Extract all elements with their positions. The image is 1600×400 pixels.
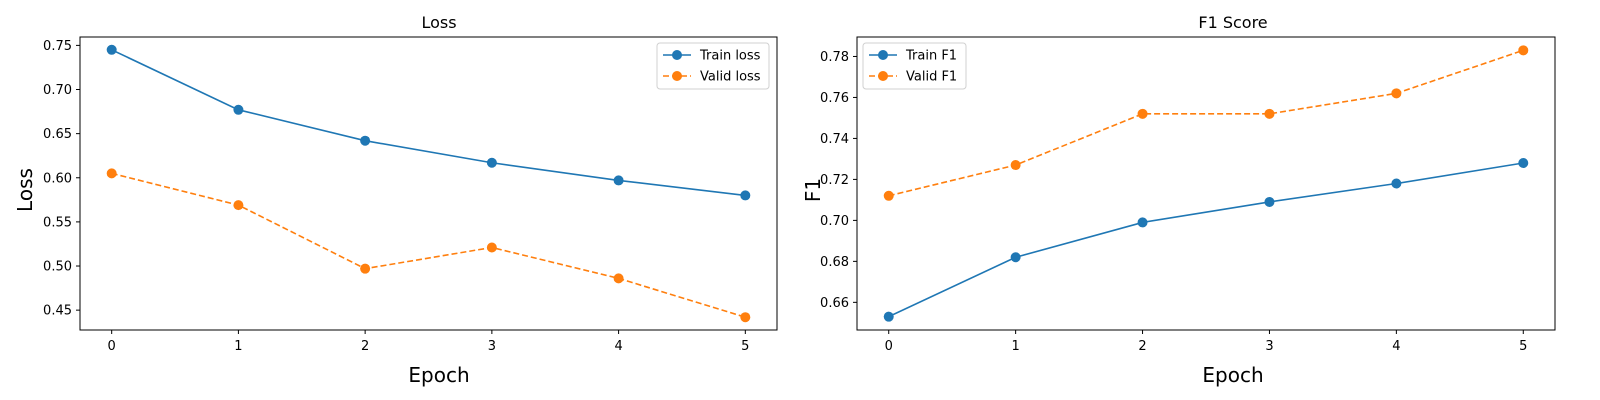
valid-f1-point <box>1010 160 1021 171</box>
loss-x-tick-label: 3 <box>488 339 496 354</box>
loss-y-axis-title: Loss <box>13 168 37 212</box>
train-f1-point <box>1264 196 1275 207</box>
f1-chart-title: F1 Score <box>1198 13 1267 32</box>
f1-y-tick-label: 0.74 <box>820 132 849 147</box>
train-f1-point <box>1518 158 1529 169</box>
loss-legend: Train loss Valid loss <box>656 42 770 90</box>
f1-y-tick-label: 0.66 <box>820 296 849 311</box>
valid-loss-point <box>106 168 117 179</box>
train-loss-point <box>106 44 117 55</box>
f1-x-tick-label: 2 <box>1138 339 1146 354</box>
f1-x-tick-label: 3 <box>1265 339 1273 354</box>
valid-f1-legend-marker <box>878 71 888 81</box>
loss-chart: Loss Epoch Loss 0 1 2 3 4 5 0.45 0.50 0.55 0.60 0.… <box>13 13 778 387</box>
loss-y-tick-label: 0.65 <box>43 127 72 142</box>
train-f1-point <box>883 311 894 322</box>
valid-loss-point <box>233 200 244 211</box>
valid-f1-line <box>888 49 1524 197</box>
loss-axes-frame <box>79 36 778 331</box>
loss-y-tick-label: 0.45 <box>43 304 72 319</box>
train-f1-point <box>1391 178 1402 189</box>
f1-x-tick-label: 4 <box>1392 339 1400 354</box>
f1-axes-frame <box>856 36 1556 331</box>
train-loss-point <box>613 175 624 186</box>
train-f1-legend-label: Train F1 <box>905 49 957 64</box>
f1-y-axis-title: F1 <box>801 178 825 202</box>
loss-x-tick-label: 4 <box>614 339 622 354</box>
loss-x-tick-label: 0 <box>108 339 116 354</box>
f1-y-tick-label: 0.76 <box>820 91 849 106</box>
valid-loss-line <box>111 172 746 318</box>
loss-x-tick-label: 1 <box>234 339 242 354</box>
loss-x-tick-label: 2 <box>361 339 369 354</box>
f1-y-tick-label: 0.68 <box>820 255 849 270</box>
loss-chart-title: Loss <box>421 13 456 32</box>
loss-y-tick-label: 0.70 <box>43 83 72 98</box>
valid-loss-point <box>486 242 497 253</box>
valid-loss-legend-marker <box>672 71 682 81</box>
loss-y-tick-label: 0.50 <box>43 260 72 275</box>
train-loss-point <box>486 157 497 168</box>
train-f1-point <box>1137 217 1148 228</box>
valid-f1-point <box>1518 45 1529 56</box>
loss-y-tick-label: 0.75 <box>43 39 72 54</box>
valid-loss-point <box>613 273 624 284</box>
valid-f1-point <box>1391 88 1402 99</box>
train-f1-line <box>888 162 1524 318</box>
loss-y-tick-label: 0.60 <box>43 171 72 186</box>
loss-x-axis-title: Epoch <box>408 363 469 387</box>
valid-loss-point <box>740 312 751 323</box>
f1-x-tick-label: 1 <box>1011 339 1019 354</box>
f1-x-axis-title: Epoch <box>1202 363 1263 387</box>
f1-y-tick-label: 0.70 <box>820 214 849 229</box>
valid-f1-point <box>883 190 894 201</box>
valid-loss-point <box>360 263 371 274</box>
f1-x-tick-label: 0 <box>885 339 893 354</box>
train-f1-legend-marker <box>878 50 888 60</box>
f1-plot-area: 0 1 2 3 4 5 0.66 0.68 0.70 0.72 0.74 0.76 0.78 Train … <box>820 36 1556 354</box>
train-loss-legend-label: Train loss <box>699 49 761 64</box>
f1-legend: Train F1 Valid F1 <box>862 42 967 90</box>
train-loss-legend-marker <box>672 50 682 60</box>
train-loss-line <box>111 49 746 197</box>
train-loss-point <box>233 104 244 115</box>
valid-loss-legend-label: Valid loss <box>700 70 761 85</box>
f1-y-tick-label: 0.72 <box>820 173 849 188</box>
train-loss-point <box>740 190 751 201</box>
loss-x-tick-label: 5 <box>741 339 749 354</box>
loss-y-tick-label: 0.55 <box>43 215 72 230</box>
train-loss-point <box>360 135 371 146</box>
train-f1-point <box>1010 252 1021 263</box>
loss-plot-area: 0 1 2 3 4 5 0.45 0.50 0.55 0.60 0.65 0.70 0.75 Train … <box>43 36 778 354</box>
f1-chart: F1 Score Epoch F1 0 1 2 3 4 5 0.66 0.68 0.70 0.72… <box>801 13 1556 387</box>
f1-x-tick-label: 5 <box>1519 339 1527 354</box>
valid-f1-point <box>1264 108 1275 119</box>
valid-f1-point <box>1137 108 1148 119</box>
f1-y-tick-label: 0.78 <box>820 50 849 65</box>
valid-f1-legend-label: Valid F1 <box>906 70 957 85</box>
